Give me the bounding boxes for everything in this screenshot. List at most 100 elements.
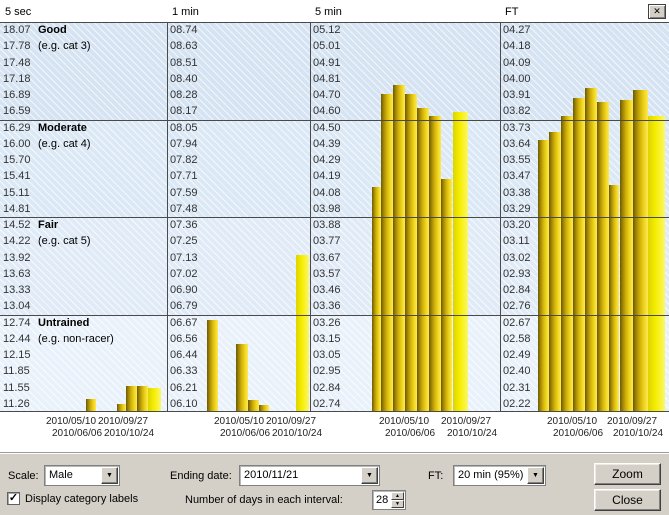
chevron-down-icon[interactable]: ▼ [361,467,378,484]
axis-value: 08.17 [170,105,198,118]
axis-value: 02.76 [503,300,531,313]
axis-value: 02.58 [503,332,531,345]
axis-value: 03.36 [313,300,341,313]
category-label: Good [38,24,67,36]
check-icon: ✓ [8,492,19,504]
axis-value: 13.33 [3,284,31,296]
interval-days-spinner[interactable]: 28 ▲ ▼ [372,490,406,510]
bar [538,140,549,412]
axis-value: 15.70 [3,154,31,166]
axis-value: 02.22 [503,397,531,410]
band-boundary-line [0,315,669,316]
axis-value: 03.29 [503,202,531,215]
zoom-button[interactable]: Zoom [594,463,661,485]
bar [372,187,381,412]
close-button[interactable]: Close [594,489,661,511]
date-label: 2010/09/27 [440,416,492,427]
date-label: 2010/09/27 [606,416,658,427]
ft-label: FT: [428,470,444,482]
interval-days-value: 28 [376,494,389,506]
category-example: (e.g. cat 4) [38,137,91,150]
chevron-down-icon[interactable]: ▼ [101,467,118,484]
axis-value: 18.07 [3,24,31,36]
axis-value: 08.40 [170,72,198,85]
band-boundary-line [0,120,669,121]
category-example: (e.g. cat 3) [38,40,91,53]
axis-value: 02.74 [313,397,341,410]
axis-value: 04.39 [313,137,341,150]
axis-value: 03.77 [313,235,341,248]
column-header: 1 min [172,6,199,18]
spinner-down-icon[interactable]: ▼ [391,500,404,508]
column-header: 5 min [315,6,342,18]
chevron-down-icon[interactable]: ▼ [527,467,544,484]
bar [633,90,648,412]
bar [148,388,161,412]
axis-value: 04.91 [313,56,341,69]
band-boundary-line [0,217,669,218]
axis-value: 03.15 [313,332,341,345]
axis-value: 04.00 [503,72,531,85]
axis-value: 04.50 [313,121,341,134]
axis-value: 03.64 [503,137,531,150]
bar [453,112,468,412]
ending-date-label: Ending date: [170,470,232,482]
axis-value: 06.44 [170,349,198,361]
axis-value: 17.78 [3,40,31,53]
close-icon[interactable]: ✕ [648,4,666,19]
bar [236,344,248,412]
axis-value: 05.12 [313,24,341,36]
axis-value: 08.05 [170,121,198,134]
scale-value: Male [49,469,73,481]
axis-value: 07.36 [170,219,198,231]
category-example: (e.g. non-racer) [38,332,114,345]
axis-value: 02.67 [503,316,531,329]
axis-value: 04.70 [313,89,341,101]
axis-value: 14.22 [3,235,31,248]
spinner-up-icon[interactable]: ▲ [391,492,404,500]
bar [441,179,452,412]
category-example: (e.g. cat 5) [38,235,91,248]
axis-value: 03.73 [503,121,531,134]
scale-select[interactable]: Male ▼ [44,465,120,486]
axis-value: 14.52 [3,219,31,231]
axis-value: 02.40 [503,365,531,378]
axis-value: 16.59 [3,105,31,118]
date-label: 2010/06/06 [384,428,436,439]
axis-value: 04.19 [313,170,341,183]
bar [86,399,96,412]
display-category-labels-checkbox[interactable]: ✓ [7,492,20,505]
axis-value: 04.09 [503,56,531,69]
bar [126,386,137,412]
axis-value: 14.81 [3,202,31,215]
axis-value: 11.26 [3,397,30,410]
ending-date-value: 2010/11/21 [244,469,299,481]
category-label: Untrained [38,316,90,329]
category-label: Moderate [38,121,87,134]
ft-select[interactable]: 20 min (95%) ▼ [453,465,546,486]
bar [393,85,405,412]
bar [296,255,309,412]
column-header: FT [505,6,519,18]
axis-value: 07.82 [170,154,198,166]
axis-value: 07.48 [170,202,198,215]
date-label: 2010/06/06 [219,428,271,439]
bar [381,94,393,412]
date-label: 2010/05/10 [546,416,598,427]
axis-value: 03.67 [313,251,341,264]
date-label: 2010/10/24 [103,428,155,439]
axis-value: 03.46 [313,284,341,296]
axis-value: 02.93 [503,267,531,280]
bar [620,100,633,412]
ending-date-select[interactable]: 2010/11/21 ▼ [239,465,380,486]
axis-value: 07.59 [170,186,198,199]
bar [248,400,259,412]
bar [648,116,665,412]
axis-value: 04.18 [503,40,531,53]
controls-panel: Scale: Male ▼ Ending date: 2010/11/21 ▼ … [0,452,669,515]
axis-value: 17.18 [3,72,31,85]
category-label: Fair [38,219,59,231]
axis-value: 15.41 [3,170,31,183]
axis-value: 02.49 [503,349,531,361]
